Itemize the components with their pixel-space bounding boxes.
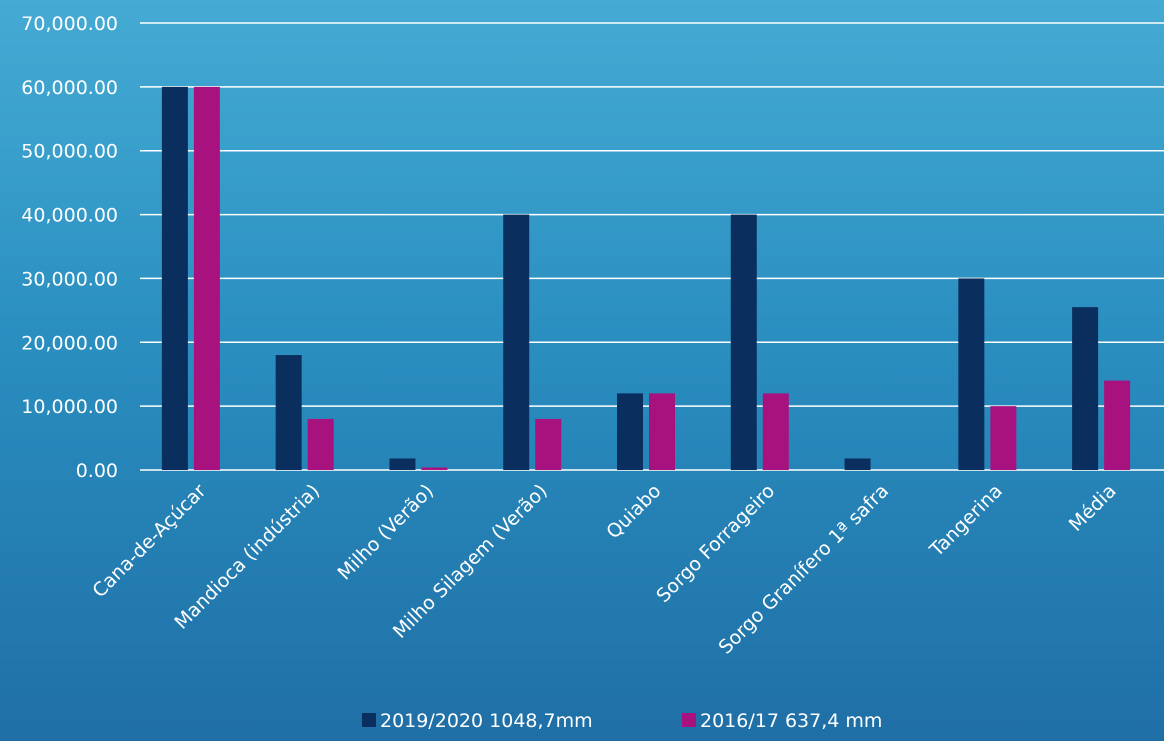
bar-series2 bbox=[535, 418, 562, 470]
bar-series1 bbox=[503, 214, 530, 470]
bar-series2 bbox=[307, 418, 334, 470]
x-category-label: Cana-de-Açúcar bbox=[88, 480, 210, 602]
bar-series2 bbox=[990, 406, 1017, 470]
y-tick-label: 10,000.00 bbox=[21, 396, 118, 418]
x-category-label: Tangerina bbox=[925, 480, 1007, 562]
y-tick-label: 20,000.00 bbox=[21, 332, 118, 354]
bar-series1 bbox=[1072, 307, 1099, 470]
legend-label: 2016/17 637,4 mm bbox=[700, 710, 882, 732]
bars bbox=[161, 86, 1131, 470]
bar-series1 bbox=[844, 458, 871, 470]
x-category-label: Sorgo Forrageiro bbox=[652, 480, 779, 607]
y-tick-label: 60,000.00 bbox=[21, 77, 118, 99]
y-tick-label: 30,000.00 bbox=[21, 268, 118, 290]
bar-series1 bbox=[730, 214, 757, 470]
y-tick-label: 50,000.00 bbox=[21, 141, 118, 163]
legend-swatch bbox=[682, 713, 696, 727]
bar-series1 bbox=[389, 458, 416, 470]
legend-label: 2019/2020 1048,7mm bbox=[380, 710, 593, 732]
x-category-label: Quiabo bbox=[602, 480, 665, 543]
bar-series1 bbox=[275, 355, 302, 470]
bar-series2 bbox=[1104, 380, 1131, 470]
legend-swatch bbox=[362, 713, 376, 727]
bar-series2 bbox=[649, 393, 675, 470]
y-tick-label: 40,000.00 bbox=[21, 205, 118, 227]
y-tick-label: 70,000.00 bbox=[21, 13, 118, 35]
y-axis-tick-labels: 0.00 10,000.00 20,000.00 30,000.00 40,000.00… bbox=[21, 13, 118, 482]
gridlines bbox=[140, 22, 1164, 471]
bar-series2 bbox=[762, 393, 789, 470]
x-category-label: Milho (Verão) bbox=[333, 480, 437, 584]
bar-series2 bbox=[421, 467, 448, 470]
y-tick-label: 0.00 bbox=[76, 460, 118, 482]
bar-series1 bbox=[958, 278, 985, 470]
legend: 2019/2020 1048,7mm 2016/17 637,4 mm bbox=[362, 710, 882, 732]
bar-series1 bbox=[161, 86, 188, 470]
x-category-label: Média bbox=[1065, 480, 1121, 536]
bar-series1 bbox=[617, 393, 643, 470]
bar-series2 bbox=[193, 86, 220, 470]
